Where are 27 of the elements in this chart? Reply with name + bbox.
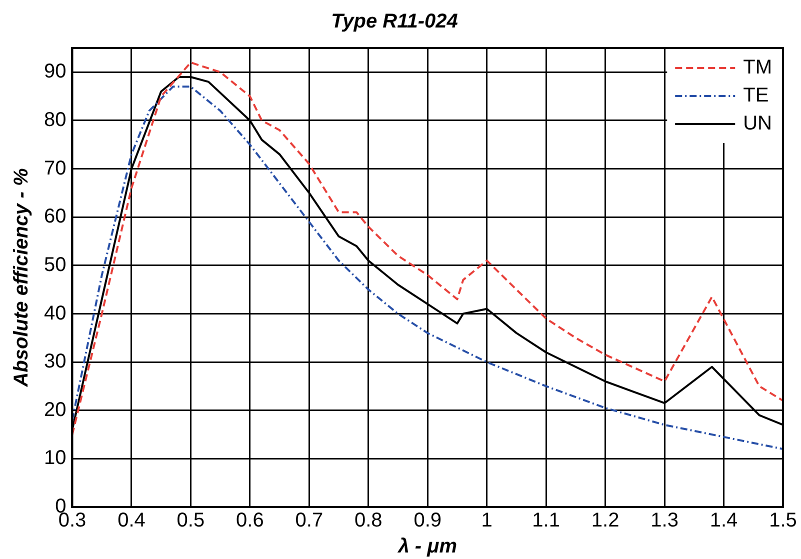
- legend-label: TM: [743, 56, 772, 79]
- x-tick-label: 1.1: [532, 510, 560, 532]
- x-tick-label: 1.5: [769, 510, 797, 532]
- x-tick-label: 1: [481, 510, 492, 532]
- y-tick-label: 20: [44, 398, 66, 421]
- x-axis-title: λ - μm: [397, 536, 457, 558]
- y-tick-label: 50: [44, 254, 66, 276]
- y-tick-label: 70: [44, 157, 66, 180]
- y-axis-title: Absolute efficiency - %: [10, 168, 33, 388]
- y-tick-label: 10: [44, 447, 66, 470]
- x-tick-label: 1.4: [710, 510, 738, 532]
- y-tick-label: 60: [44, 206, 66, 228]
- y-tick-label: 30: [44, 350, 66, 373]
- legend-label: TE: [743, 84, 769, 107]
- x-tick-label: 0.7: [295, 510, 324, 532]
- y-tick-label: 40: [44, 302, 66, 324]
- x-tick-label: 0.8: [354, 510, 382, 532]
- y-tick-label: 90: [44, 60, 66, 83]
- x-tick-label: 0.5: [176, 510, 205, 532]
- x-tick-label: 0.9: [414, 510, 442, 532]
- x-tick-label: 1.2: [591, 510, 620, 532]
- y-tick-label: 80: [44, 108, 66, 131]
- chart-title: Type R11-024: [331, 10, 458, 33]
- x-tick-label: 1.3: [650, 510, 678, 532]
- x-tick-label: 0.4: [118, 510, 146, 532]
- x-tick-label: 0.6: [236, 510, 264, 532]
- legend-label: UN: [743, 112, 772, 135]
